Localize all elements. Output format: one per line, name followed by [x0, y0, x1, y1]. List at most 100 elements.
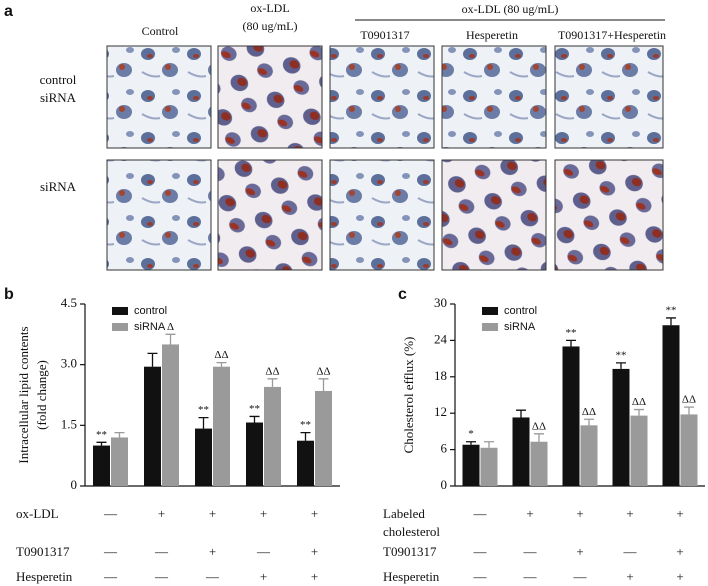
y-tick-label: 3.0 — [61, 356, 77, 371]
micrograph — [217, 159, 323, 271]
bar — [512, 417, 530, 486]
significance-label: * — [468, 428, 474, 440]
bar — [144, 366, 161, 486]
y-tick-label: 30 — [434, 295, 447, 310]
treatment-mark: — — [523, 569, 538, 584]
treatment-mark: + — [676, 569, 683, 584]
error-bar — [267, 378, 278, 387]
bar — [630, 415, 648, 486]
error-bar — [566, 339, 576, 347]
y-axis-title: Intracellular lipid contents (fold change… — [16, 326, 49, 463]
micrographs — [106, 45, 664, 271]
treatment-mark: — — [623, 544, 638, 559]
y-tick-label: 0 — [441, 477, 448, 492]
bar — [264, 386, 281, 486]
treatment-mark: — — [473, 544, 488, 559]
treatment-mark: + — [676, 506, 683, 521]
bar — [462, 444, 480, 486]
treatment-mark: — — [103, 569, 118, 584]
significance-label: ΔΔ — [682, 394, 696, 406]
y-tick-label: 18 — [434, 368, 447, 383]
treatment-mark: — — [573, 569, 588, 584]
bar — [297, 440, 314, 486]
micrograph — [554, 45, 664, 149]
error-bar — [165, 333, 176, 345]
y-tick-label: 12 — [434, 404, 447, 419]
error-bar — [534, 433, 544, 442]
treatment-mark: + — [158, 506, 165, 521]
bar — [480, 447, 498, 486]
error-bar — [147, 352, 158, 367]
significance-label: ** — [616, 349, 627, 361]
y-tick-label: 4.5 — [61, 295, 77, 310]
bar — [612, 368, 630, 486]
significance-label: Δ — [167, 321, 174, 333]
bar — [93, 445, 110, 486]
legend-label: control — [504, 305, 537, 317]
y-tick-label: 24 — [434, 331, 448, 346]
treatment-mark: + — [311, 544, 318, 559]
significance-label: ** — [96, 429, 107, 441]
bar — [195, 428, 212, 486]
treatment-label: T0901317 — [16, 544, 70, 559]
legend-swatch — [482, 307, 498, 315]
error-bar — [318, 378, 329, 391]
treatment-mark: — — [523, 544, 538, 559]
error-bar — [684, 406, 694, 415]
significance-label: ΔΔ — [316, 365, 330, 377]
treatment-mark: + — [311, 569, 318, 584]
micrograph — [441, 45, 547, 149]
treatment-mark: — — [256, 544, 271, 559]
y-tick-label: 6 — [441, 441, 448, 456]
row-label: control siRNA — [40, 72, 77, 105]
bar — [315, 390, 332, 486]
column-header: Hesperetin — [466, 28, 518, 42]
legend-swatch — [482, 323, 498, 331]
treatment-mark: + — [526, 506, 533, 521]
micrograph — [329, 45, 435, 149]
bar — [162, 344, 179, 486]
treatment-mark: — — [473, 506, 488, 521]
treatment-mark: + — [209, 506, 216, 521]
treatment-mark: + — [676, 544, 683, 559]
legend-label: siRNA — [134, 321, 166, 333]
group-header: ox-LDL (80 ug/mL) — [462, 2, 559, 16]
legend-swatch — [112, 323, 128, 331]
panel-letter: a — [4, 3, 13, 20]
error-bar — [249, 415, 260, 423]
micrograph — [441, 159, 547, 271]
treatment-mark: + — [260, 506, 267, 521]
y-axis-title: Cholesterol efflux (%) — [401, 337, 416, 454]
legend-swatch — [112, 307, 128, 315]
y-tick-label: 1.5 — [61, 416, 77, 431]
treatment-mark: + — [576, 544, 583, 559]
bar — [562, 346, 580, 486]
significance-label: ΔΔ — [214, 349, 228, 361]
treatment-mark: + — [576, 506, 583, 521]
treatment-mark: + — [260, 569, 267, 584]
column-header: ox-LDL (80 ug/mL) — [243, 1, 298, 33]
micrograph — [554, 159, 664, 271]
bar — [246, 422, 263, 486]
error-bar — [516, 409, 526, 418]
significance-label: ** — [249, 403, 260, 415]
treatment-mark: + — [311, 506, 318, 521]
significance-label: ΔΔ — [532, 420, 546, 432]
error-bar — [584, 418, 594, 426]
micrograph — [329, 159, 435, 271]
bar — [680, 414, 698, 486]
error-bar — [666, 317, 676, 326]
significance-label: ΔΔ — [265, 365, 279, 377]
significance-label: ΔΔ — [582, 406, 596, 418]
error-bar — [114, 431, 125, 438]
legend-label: control — [134, 305, 167, 317]
bar — [580, 425, 598, 486]
significance-label: ** — [300, 419, 311, 431]
treatment-mark: — — [473, 569, 488, 584]
treatment-mark: — — [103, 544, 118, 559]
significance-label: ** — [198, 404, 209, 416]
significance-label: ** — [666, 304, 677, 316]
panel-letter: b — [4, 286, 14, 303]
treatment-label: Hesperetin — [16, 569, 73, 584]
treatment-mark: — — [154, 544, 169, 559]
